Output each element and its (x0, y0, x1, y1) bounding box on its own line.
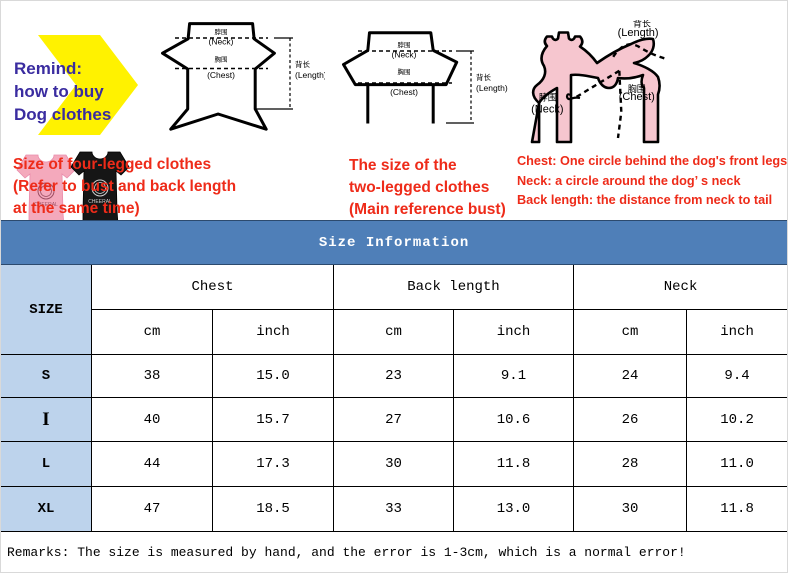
svg-text:(Length): (Length) (295, 70, 325, 80)
svg-text:(Neck): (Neck) (208, 37, 233, 47)
svg-text:(Neck): (Neck) (391, 50, 416, 60)
svg-text:胸围: 胸围 (215, 54, 228, 64)
svg-text:胸围: 胸围 (398, 66, 411, 76)
svg-text:(Neck): (Neck) (531, 103, 563, 115)
svg-text:脖围: 脖围 (215, 26, 228, 36)
svg-text:脖围: 脖围 (398, 39, 411, 49)
svg-text:脖围: 脖围 (539, 90, 557, 103)
svg-text:背长: 背长 (476, 72, 491, 83)
svg-text:(Length): (Length) (476, 83, 508, 93)
svg-text:背长: 背长 (295, 59, 310, 70)
svg-text:(Chest): (Chest) (390, 87, 418, 97)
svg-text:(Length): (Length) (618, 27, 659, 39)
svg-text:(Chest): (Chest) (619, 91, 655, 103)
svg-text:(Chest): (Chest) (207, 70, 235, 80)
